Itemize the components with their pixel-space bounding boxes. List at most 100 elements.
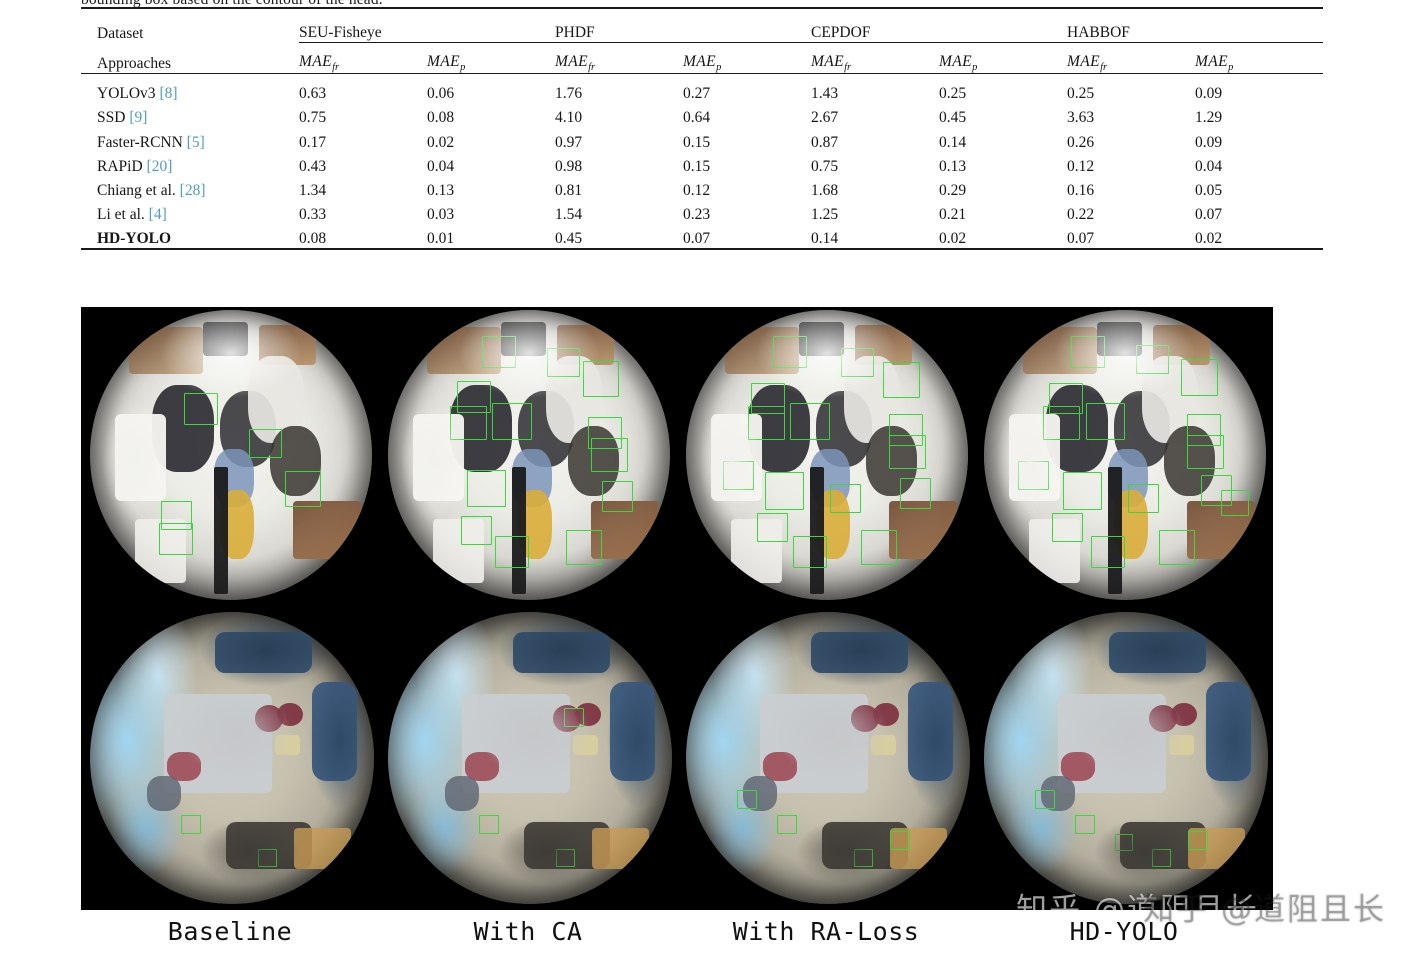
table-cell-value: 0.97 xyxy=(555,133,583,151)
table-cell-value: 1.34 xyxy=(299,181,327,199)
citation-ref[interactable]: [9] xyxy=(129,109,148,127)
detection-box xyxy=(773,336,808,368)
method-name: Faster-RCNN xyxy=(97,133,183,151)
detection-box xyxy=(184,392,219,425)
figure-row-office xyxy=(81,608,1273,910)
citation-ref[interactable]: [8] xyxy=(159,85,178,103)
detection-box xyxy=(790,402,830,441)
fisheye-image-row2-with-ra-loss xyxy=(686,612,970,904)
table-cell-value: 0.01 xyxy=(427,230,455,248)
figure-panel-row1-baseline xyxy=(81,307,379,607)
method-name: SSD xyxy=(97,109,126,127)
detection-box xyxy=(750,382,785,415)
table-cell-value: 0.81 xyxy=(555,181,583,199)
detection-box xyxy=(1187,414,1221,447)
table-cell-value: 1.54 xyxy=(555,206,583,224)
table-cell-method: SSD [9] xyxy=(81,103,299,127)
figure-caption-clipped: bounding box based on the contour of the… xyxy=(81,0,1273,7)
table-cell-value: 0.63 xyxy=(299,85,327,103)
table-row: YOLOv3 [8] 0.63 0.06 1.76 0.27 1.43 0.25 0.25 0.… xyxy=(81,79,1323,103)
table-cell-value: 0.15 xyxy=(683,133,711,151)
detection-box xyxy=(748,405,785,441)
table-row: Li et al. [4] 0.33 0.03 1.54 0.23 1.25 0.21 0.2… xyxy=(81,200,1323,224)
table-cell-value: 3.63 xyxy=(1067,109,1095,127)
detection-box xyxy=(889,434,926,470)
detection-box xyxy=(853,848,874,868)
method-name: Chiang et al. xyxy=(97,181,176,199)
fisheye-image-row2-hd-yolo xyxy=(984,612,1268,904)
fisheye-image-row2-baseline xyxy=(90,612,374,904)
table-cell-value: 1.76 xyxy=(555,85,583,103)
detection-box xyxy=(1051,513,1083,542)
detection-box xyxy=(249,428,282,458)
detection-box xyxy=(582,360,620,397)
detection-box xyxy=(1114,833,1134,852)
figure-panel-row1-with-ca xyxy=(379,307,677,607)
detection-box xyxy=(591,437,628,473)
table-cell-value: 0.17 xyxy=(299,133,327,151)
detection-box xyxy=(180,814,201,834)
table-cell-value: 0.08 xyxy=(427,109,455,127)
table-cell-value: 0.45 xyxy=(939,109,967,127)
table-cell-value: 0.64 xyxy=(683,109,711,127)
results-table-container: Dataset SEU-Fisheye PHDF CEPDOF HABBOF A… xyxy=(81,7,1323,253)
citation-ref[interactable]: [4] xyxy=(148,206,167,224)
metric-header-cepdof-mae-p: MAEp xyxy=(939,43,1067,74)
figure-label-baseline: Baseline xyxy=(167,917,293,946)
table-cell-value: 0.05 xyxy=(1195,181,1223,199)
fisheye-image-row1-with-ca xyxy=(388,310,670,600)
detection-box xyxy=(900,478,932,509)
table-cell-value: 0.08 xyxy=(299,230,327,248)
table-cell-value: 0.02 xyxy=(939,230,967,248)
table-cell-value: 1.29 xyxy=(1195,109,1223,127)
citation-ref[interactable]: [28] xyxy=(179,181,206,199)
metric-header-phdf-mae-fr: MAEfr xyxy=(555,43,683,74)
detection-box xyxy=(1074,814,1095,834)
table-cell-value: 0.14 xyxy=(939,133,967,151)
detection-box xyxy=(1085,402,1125,441)
detection-box xyxy=(1188,831,1209,850)
table-row: Faster-RCNN [5] 0.17 0.02 0.97 0.15 0.87 0.14 0… xyxy=(81,127,1323,151)
detection-box xyxy=(1017,460,1049,490)
metric-header-habbof-mae-fr: MAEfr xyxy=(1067,43,1195,74)
metric-header-habbof-mae-p: MAEp xyxy=(1195,43,1323,74)
table-cell-method: Li et al. [4] xyxy=(81,200,299,224)
detection-box xyxy=(841,347,874,377)
citation-ref[interactable]: [5] xyxy=(186,133,205,151)
table-cell-value: 0.04 xyxy=(427,157,455,175)
citation-ref[interactable]: [20] xyxy=(146,157,173,175)
detection-box xyxy=(860,530,898,566)
detection-box xyxy=(159,523,193,556)
table-cell-value: 0.07 xyxy=(1067,230,1095,248)
table-cell-value: 0.21 xyxy=(939,206,967,224)
detection-box xyxy=(1062,472,1103,511)
detection-box xyxy=(284,470,322,508)
table-cell-value: 0.98 xyxy=(555,157,583,175)
table-cell-method: RAPiD [20] xyxy=(81,152,299,176)
fisheye-image-row2-with-ca xyxy=(388,612,672,904)
detection-box xyxy=(478,814,499,834)
detection-box xyxy=(257,848,278,868)
results-table: Dataset SEU-Fisheye PHDF CEPDOF HABBOF A… xyxy=(81,7,1323,253)
detection-box xyxy=(829,484,861,513)
table-cell-value: 0.29 xyxy=(939,181,967,199)
figure-label-hd-yolo: HD-YOLO xyxy=(1069,917,1179,946)
table-cell-value: 0.02 xyxy=(427,133,455,151)
detection-box xyxy=(722,460,754,490)
detection-box xyxy=(555,848,576,868)
table-cell-value: 0.07 xyxy=(1195,206,1223,224)
figure-panel-row2-hd-yolo xyxy=(975,608,1273,910)
dataset-header-phdf: PHDF xyxy=(555,15,811,43)
method-name: RAPiD xyxy=(97,157,143,175)
mae-fr-glyph: MAEfr xyxy=(1067,52,1108,73)
detection-box xyxy=(1158,530,1196,566)
mae-fr-glyph: MAEfr xyxy=(555,52,596,73)
detection-box xyxy=(492,402,532,441)
detection-box xyxy=(495,536,529,569)
table-cell-value: 0.12 xyxy=(683,181,711,199)
detection-box xyxy=(1048,382,1083,415)
table-rule-mid xyxy=(81,73,1323,79)
detection-box xyxy=(457,381,491,413)
metric-header-seu-mae-p: MAEp xyxy=(427,43,555,74)
table-cell-value: 0.15 xyxy=(683,157,711,175)
